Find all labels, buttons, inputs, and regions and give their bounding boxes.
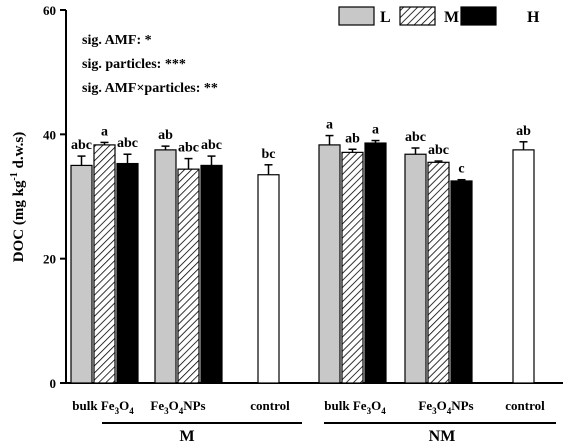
- bar-h: [116, 162, 139, 384]
- bar-m: [93, 144, 116, 384]
- group-label-nm: NM: [429, 428, 456, 444]
- category-label: control: [505, 398, 545, 413]
- bar-h: [200, 164, 223, 384]
- y-tick-label: 20: [43, 252, 56, 267]
- significance-letter: abc: [117, 136, 138, 151]
- bar-l: [154, 149, 177, 384]
- significance-letter: ab: [516, 124, 531, 139]
- significance-letter: ab: [345, 131, 360, 146]
- legend-label-l: L: [380, 9, 391, 26]
- category-label: Fe3O4NPs: [418, 398, 473, 416]
- legend: L M H: [338, 6, 540, 26]
- legend-label-m: M: [444, 9, 459, 26]
- sig-interaction-text: sig. AMF×particles: **: [82, 81, 218, 96]
- significance-letter: abc: [201, 138, 222, 153]
- significance-letter: a: [326, 118, 333, 133]
- category-label: control: [250, 398, 290, 413]
- significance-letter: abc: [178, 141, 199, 156]
- y-axis-label: DOC (mg kg-1 d.w.s): [9, 132, 27, 262]
- bar-control: [257, 174, 280, 384]
- bar-m: [177, 168, 200, 384]
- significance-letter: bc: [262, 147, 276, 162]
- legend-swatch-h: [460, 6, 497, 26]
- bar-m: [427, 161, 450, 384]
- significance-letter: abc: [71, 138, 92, 153]
- y-tick-label: 60: [43, 3, 56, 18]
- significance-letter: abc: [428, 143, 449, 158]
- legend-swatch-m: [399, 6, 436, 26]
- bar-h: [450, 180, 473, 384]
- legend-label-h: H: [527, 9, 540, 26]
- legend-swatch-l: [338, 6, 375, 26]
- bar-l: [70, 164, 93, 384]
- bar-h: [364, 142, 387, 384]
- significance-letter: c: [458, 162, 464, 177]
- bar-l: [318, 144, 341, 384]
- significance-letter: ab: [158, 128, 173, 143]
- sig-particles-text: sig. particles: ***: [82, 57, 186, 72]
- significance-letter: a: [101, 124, 108, 139]
- significance-letter: a: [372, 123, 379, 138]
- y-tick-label: 0: [50, 376, 57, 391]
- sig-amf-text: sig. AMF: *: [82, 33, 152, 48]
- y-tick-label: 40: [43, 127, 56, 142]
- category-label: bulk Fe3O4: [324, 398, 386, 416]
- group-label-m: M: [179, 428, 194, 444]
- bar-control: [512, 149, 535, 384]
- category-label: Fe3O4NPs: [150, 398, 205, 416]
- bar-l: [404, 153, 427, 384]
- significance-letter: abc: [405, 130, 426, 145]
- bar-m: [341, 151, 364, 384]
- category-label: bulk Fe3O4: [72, 398, 134, 416]
